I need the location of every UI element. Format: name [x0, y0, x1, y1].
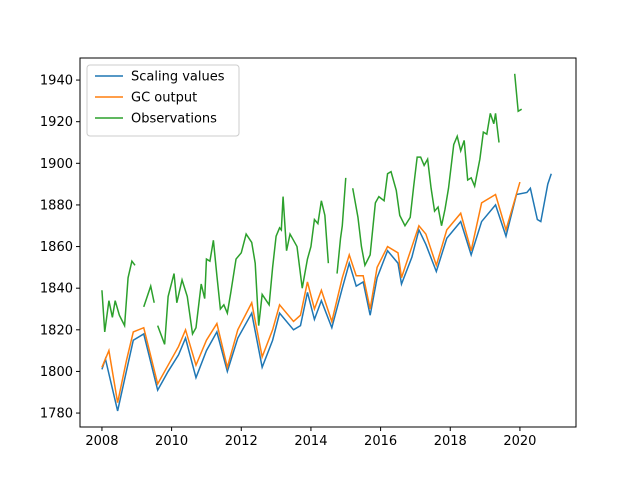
y-tick-label: 1840 — [40, 282, 73, 297]
y-tick-label: 1860 — [40, 240, 73, 255]
series-line — [101, 73, 523, 345]
y-tick-label: 1900 — [40, 157, 73, 172]
y-tick-label: 1880 — [40, 198, 73, 213]
y-tick-label: 1820 — [40, 323, 73, 338]
y-tick-label: 1920 — [40, 115, 73, 130]
series-line — [101, 173, 552, 412]
series-line — [101, 181, 521, 403]
y-tick-label: 1780 — [40, 407, 73, 422]
y-tick-label: 1800 — [40, 365, 73, 380]
x-tick-label: 2016 — [364, 434, 397, 449]
plot-frame — [79, 57, 577, 428]
legend-label: GC output — [131, 91, 197, 106]
legend-label: Observations — [131, 112, 217, 127]
x-tick-label: 2010 — [155, 434, 188, 449]
x-tick-label: 2018 — [434, 434, 467, 449]
y-tick-label: 1940 — [40, 74, 73, 89]
x-tick-label: 2012 — [225, 434, 258, 449]
legend-box — [86, 64, 240, 137]
legend-label: Scaling values — [131, 70, 225, 85]
x-tick-label: 2008 — [85, 434, 118, 449]
x-tick-label: 2014 — [294, 434, 327, 449]
x-tick-label: 2020 — [503, 434, 536, 449]
